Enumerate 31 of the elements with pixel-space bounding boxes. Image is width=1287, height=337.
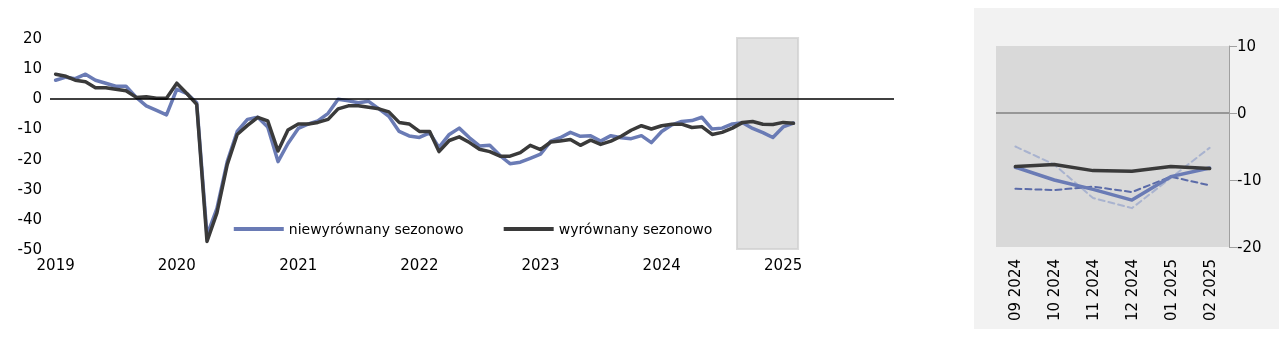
y-tick-label: 0	[1237, 104, 1247, 122]
x-tick-label: 2019	[36, 255, 75, 274]
y-tick-label: 20	[22, 29, 42, 47]
line-series	[1014, 175, 1211, 194]
line-series	[1014, 145, 1211, 210]
x-tick-label: 09 2024	[1006, 259, 1025, 322]
x-tick-label: 2020	[157, 255, 196, 274]
x-tick-label: 02 2025	[1200, 259, 1219, 322]
x-tick-label: 2024	[642, 255, 681, 274]
line-series	[1013, 165, 1212, 202]
y-tick-label: -20	[1237, 238, 1262, 256]
line-series	[1013, 162, 1212, 174]
x-tick-label: 10 2024	[1045, 259, 1064, 322]
y-tick-label: -10	[17, 119, 42, 138]
x-tick-label: 2025	[764, 255, 803, 274]
legend-label: wyrównany sezonowo	[558, 221, 713, 237]
y-tick-label: 0	[32, 89, 42, 108]
y-tick-label: -40	[17, 209, 42, 228]
legend-label: niewyrównany sezonowo	[288, 221, 464, 237]
x-tick-label: 2023	[521, 255, 560, 274]
y-tick-label: 10	[1237, 37, 1257, 55]
x-tick-label: 11 2024	[1084, 259, 1103, 322]
y-tick-label: 10	[22, 59, 42, 78]
x-tick-label: 01 2025	[1161, 259, 1180, 322]
x-tick-label: 2021	[279, 255, 318, 274]
y-tick-label: -10	[1237, 171, 1262, 189]
x-tick-label: 2022	[400, 255, 439, 274]
y-tick-label: -30	[17, 179, 42, 198]
y-tick-label: -50	[17, 240, 42, 258]
x-tick-label: 12 2024	[1122, 259, 1141, 322]
y-tick-label: -20	[17, 149, 42, 168]
